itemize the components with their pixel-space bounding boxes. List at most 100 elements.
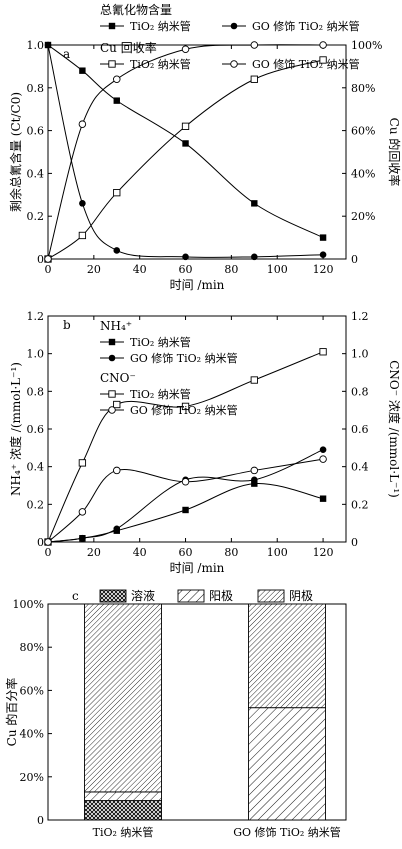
series-line xyxy=(47,449,324,543)
plot-frame xyxy=(47,315,347,543)
data-point xyxy=(251,253,258,261)
bar-segment xyxy=(84,800,162,821)
x-tick-label: 120 xyxy=(313,546,334,559)
data-point xyxy=(113,525,121,533)
data-point xyxy=(181,122,190,130)
data-point xyxy=(44,41,52,49)
legend-label: GO 修饰 TiO₂ 纳米管 xyxy=(252,57,360,71)
legend-marker xyxy=(108,338,116,346)
series-2 xyxy=(44,348,327,546)
x-tick-label: 60 xyxy=(179,546,193,559)
data-point xyxy=(319,41,327,49)
series-2 xyxy=(44,56,327,263)
panel-b-line-chart: 0 20 40 60 80 100 120 0 0.2 0.4 0.6 0.8 1.0 1.2 0 0.2 0.… xyxy=(8,310,402,575)
y2-tick-label: 40% xyxy=(351,167,375,180)
legend-label: TiO₂ 纳米管 xyxy=(130,19,191,33)
data-point xyxy=(78,120,87,128)
y2-tick-label: 1.2 xyxy=(351,310,369,323)
legend-label: GO 修饰 TiO₂ 纳米管 xyxy=(130,351,238,365)
x-tick-label: 40 xyxy=(133,546,147,559)
category-label: GO 修饰 TiO₂ 纳米管 xyxy=(233,825,341,839)
panel-label: c xyxy=(72,589,79,603)
data-point xyxy=(44,538,52,546)
data-point xyxy=(319,56,327,64)
data-point xyxy=(79,534,86,542)
y2-tick-label: 20% xyxy=(351,210,375,223)
y2-tick-label: 0.8 xyxy=(351,385,369,398)
legend-label: TiO₂ 纳米管 xyxy=(130,387,191,401)
legend-group-title: CNO⁻ xyxy=(100,371,136,385)
bar-segment xyxy=(248,707,326,821)
x-tick-label: 120 xyxy=(313,263,334,276)
data-point xyxy=(79,67,86,74)
x-tick-label: 20 xyxy=(87,546,101,559)
y2-tick-label: 0.6 xyxy=(351,423,369,436)
legend-group-title: 总氰化物含量 xyxy=(100,2,172,17)
data-point xyxy=(182,140,189,147)
x-tick-label: 0 xyxy=(45,546,52,559)
panel-c-stacked-bar-chart: c 0 20% 40% 60% 80% 100% Cu 的百分率 TiO₂ 纳米管 GO 修饰 T… xyxy=(4,588,347,839)
y2-tick-label: 0 xyxy=(351,253,358,266)
legend-label: GO 修饰 TiO₂ 纳米管 xyxy=(252,19,360,33)
data-point xyxy=(79,200,86,207)
y-tick-label: 0.8 xyxy=(27,385,45,398)
legend-swatch xyxy=(177,589,205,603)
series-1 xyxy=(44,446,327,546)
x-axis-label: 时间 /min xyxy=(170,278,225,292)
x-tick-label: 100 xyxy=(267,546,288,559)
data-point xyxy=(251,480,258,487)
data-point xyxy=(250,466,259,475)
x-tick-label: 40 xyxy=(133,263,147,276)
y-tick-label: 1.2 xyxy=(27,310,45,323)
y-tick-label: 0.6 xyxy=(27,125,45,138)
y2-tick-label: 100% xyxy=(351,39,382,52)
y-tick-label: 0.6 xyxy=(27,423,45,436)
series-1 xyxy=(44,41,327,261)
legend-marker xyxy=(108,390,116,398)
legend-label: 阳极 xyxy=(209,589,233,603)
series-0 xyxy=(44,41,327,241)
y-tick-label: 0.2 xyxy=(27,498,45,511)
x-tick-label: 20 xyxy=(87,263,101,276)
data-point xyxy=(319,234,327,241)
data-point xyxy=(319,251,327,259)
series-3 xyxy=(44,455,327,546)
panel-a-line-chart: 0 20 40 60 80 100 120 0 0.2 0.4 0.6 0.8 1.0 0 20% 40% 60… xyxy=(8,2,402,292)
y-tick-label: 0.2 xyxy=(27,210,45,223)
y2-tick-label: 0.2 xyxy=(351,498,369,511)
data-point xyxy=(78,459,87,467)
data-point xyxy=(182,506,189,514)
data-point xyxy=(44,255,52,263)
data-point xyxy=(319,446,327,454)
data-point xyxy=(319,348,327,356)
x-tick-label: 80 xyxy=(224,263,238,276)
data-point xyxy=(113,466,121,475)
data-point xyxy=(250,75,258,83)
y-axis-label: Cu 的百分率 xyxy=(4,678,19,747)
data-point xyxy=(182,253,189,261)
data-point xyxy=(113,400,121,409)
legend-label: 溶液 xyxy=(131,588,155,603)
bar-segment xyxy=(248,603,326,709)
y2-tick-label: 60% xyxy=(351,125,375,138)
data-point xyxy=(78,508,87,516)
y2-tick-label: 0 xyxy=(351,536,358,549)
x-tick-label: 100 xyxy=(267,263,288,276)
y2-tick-label: 1.0 xyxy=(351,348,369,361)
y-tick-label: 80% xyxy=(20,641,44,654)
legend-label: 阴极 xyxy=(289,589,313,603)
y-tick-label: 0.4 xyxy=(27,461,45,474)
data-point xyxy=(181,45,190,54)
y-tick-label: 1.0 xyxy=(27,348,45,361)
data-point xyxy=(113,189,121,197)
legend-marker xyxy=(230,60,238,68)
y-tick-label: 0 xyxy=(37,536,44,549)
x-tick-label: 60 xyxy=(179,263,193,276)
x-axis-label: 时间 /min xyxy=(170,561,225,575)
y-axis-label: 剩余总氰含量 (Ct/C0) xyxy=(8,92,23,212)
data-point xyxy=(78,231,87,240)
data-point xyxy=(319,455,327,463)
legend-label: GO 修饰 TiO₂ 纳米管 xyxy=(130,403,238,417)
plot-frame xyxy=(47,44,347,260)
legend-label: TiO₂ 纳米管 xyxy=(130,335,191,349)
